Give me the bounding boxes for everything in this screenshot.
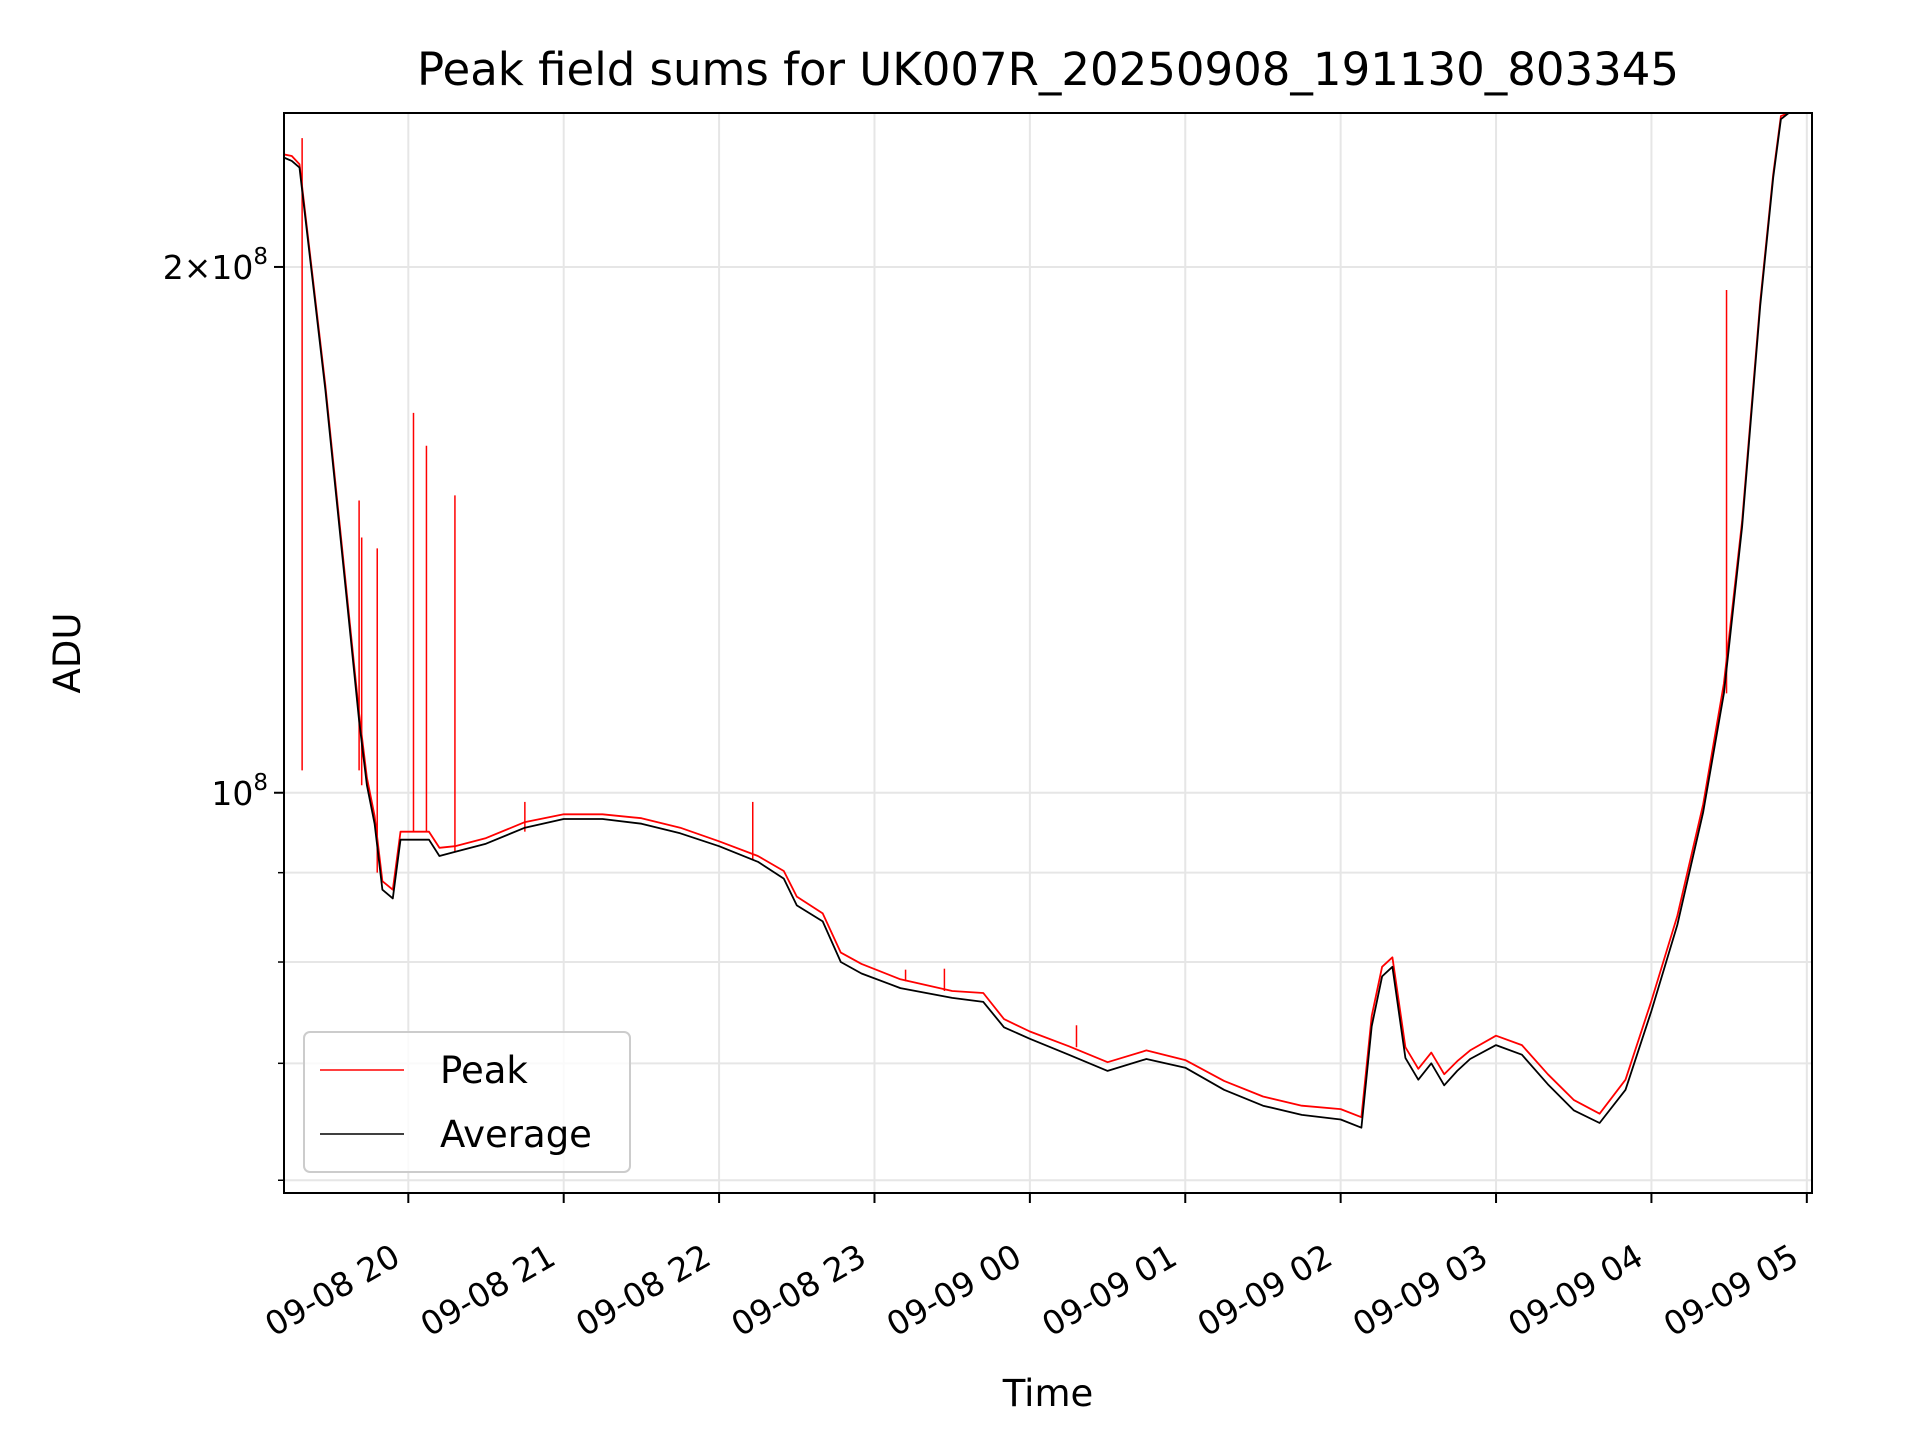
y-axis-label: ADU (46, 613, 89, 694)
x-axis-label: Time (1002, 1372, 1094, 1415)
chart-title: Peak field sums for UK007R_20250908_1911… (417, 43, 1679, 96)
plot-area (284, 113, 1790, 1129)
series-line-average (284, 113, 1790, 1129)
y-tick-label: 108 (211, 770, 268, 813)
y-tick-label: 2×108 (163, 244, 268, 287)
legend-label-average: Average (440, 1113, 592, 1156)
series-line-peak (284, 113, 1790, 1119)
axes-frame (283, 112, 1813, 1194)
legend: Peak Average (303, 1031, 631, 1173)
legend-box (303, 1031, 631, 1173)
legend-label-peak: Peak (440, 1049, 528, 1092)
